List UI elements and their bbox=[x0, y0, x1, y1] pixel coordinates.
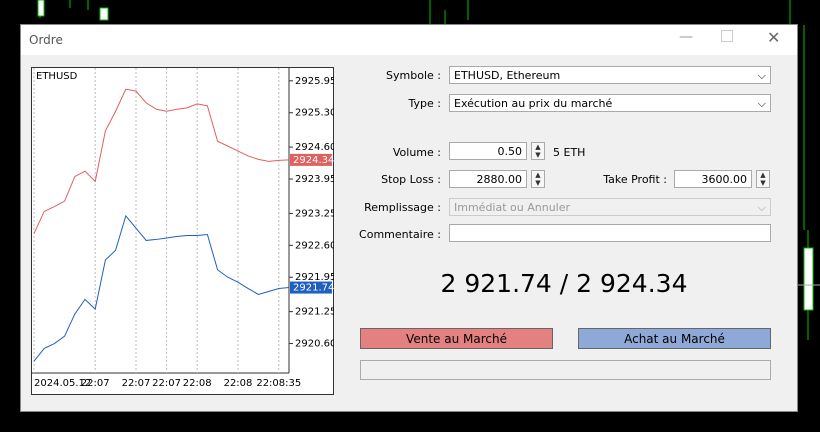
x-tick-label: 22:07 bbox=[122, 378, 151, 389]
type-label: Type : bbox=[408, 97, 441, 110]
last-price-label: 2924.34 bbox=[293, 155, 334, 166]
x-tick-label: 22:08:35 bbox=[256, 378, 301, 389]
y-tick-label: 2925.30 bbox=[295, 108, 334, 119]
y-tick-label: 2924.60 bbox=[295, 142, 334, 153]
y-tick-label: 2921.95 bbox=[295, 272, 334, 283]
symbol-label: Symbole : bbox=[386, 69, 441, 82]
x-tick-label: 22:08 bbox=[183, 378, 212, 389]
maximize[interactable] bbox=[721, 30, 733, 42]
x-tick-label: 22:07 bbox=[81, 378, 110, 389]
y-tick-label: 2921.25 bbox=[295, 307, 334, 318]
y-tick-label: 2922.60 bbox=[295, 240, 334, 251]
y-tick-label: 2925.95 bbox=[295, 76, 334, 87]
comment-input[interactable] bbox=[449, 224, 771, 242]
close[interactable]: ✕ bbox=[767, 28, 781, 47]
y-tick-label: 2923.25 bbox=[295, 208, 334, 219]
volume-unit: 5 ETH bbox=[553, 146, 586, 159]
x-tick-label: 22:07 bbox=[152, 378, 181, 389]
y-tick-label: 2923.95 bbox=[295, 174, 334, 185]
title-bar: Ordre — ✕ bbox=[21, 25, 797, 55]
filling-label: Remplissage : bbox=[364, 201, 441, 214]
filling-select: Immédiat ou Annuler ⌵ bbox=[449, 198, 771, 216]
minimize[interactable]: — bbox=[679, 29, 693, 45]
last-price-box bbox=[290, 153, 332, 166]
stop-loss-label: Stop Loss : bbox=[381, 173, 441, 186]
volume-input[interactable]: 0.50 bbox=[449, 142, 527, 160]
take-profit-spinner[interactable]: ▲ ▼ bbox=[756, 170, 770, 188]
sell-button[interactable]: Vente au Marché bbox=[360, 328, 553, 349]
stop-loss-spinner[interactable]: ▲ ▼ bbox=[531, 170, 545, 188]
order-dialog: Ordre — ✕ ETHUSD 2024.05.12 22:07 22:07 22:… bbox=[20, 24, 798, 412]
type-select[interactable]: Exécution au prix du marché ⌵ bbox=[449, 94, 771, 112]
comment-label: Commentaire : bbox=[359, 228, 441, 241]
type-value: Exécution au prix du marché bbox=[454, 97, 613, 110]
quote: 2 921.74 / 2 924.34 bbox=[440, 269, 688, 298]
price-line bbox=[33, 214, 290, 362]
price-line bbox=[33, 88, 290, 234]
symbol-value: ETHUSD, Ethereum bbox=[454, 69, 561, 82]
take-profit-label: Take Profit : bbox=[603, 173, 667, 186]
chart-symbol: ETHUSD bbox=[36, 71, 78, 82]
last-price-box bbox=[290, 281, 332, 294]
chart-frame bbox=[31, 67, 334, 395]
symbol-select[interactable]: ETHUSD, Ethereum ⌵ bbox=[449, 66, 771, 84]
x-tick-label: 2024.05.12 bbox=[34, 378, 91, 389]
progress-bar bbox=[360, 360, 771, 380]
volume-label: Volume : bbox=[392, 146, 441, 159]
filling-value: Immédiat ou Annuler bbox=[454, 201, 571, 214]
y-tick-label: 2920.60 bbox=[295, 339, 334, 350]
take-profit-input[interactable]: 3600.00 bbox=[674, 170, 752, 188]
x-tick-label: 22:08 bbox=[224, 378, 253, 389]
stop-loss-input[interactable]: 2880.00 bbox=[449, 170, 527, 188]
buy-button[interactable]: Achat au Marché bbox=[578, 328, 771, 349]
last-price-label: 2921.74 bbox=[293, 283, 334, 294]
window-title: Ordre bbox=[29, 33, 63, 47]
volume-spinner[interactable]: ▲ ▼ bbox=[531, 142, 545, 160]
